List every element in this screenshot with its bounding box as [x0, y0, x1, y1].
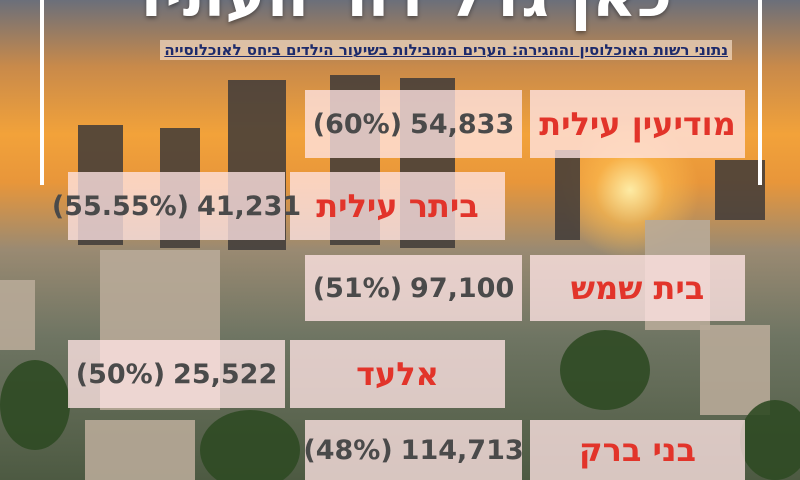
- frame-line: [758, 0, 762, 185]
- frame-line: [40, 0, 44, 185]
- building: [85, 420, 195, 480]
- share-text: (48%): [303, 434, 393, 466]
- building: [0, 280, 35, 350]
- value-box: (50%) 25,522: [68, 340, 285, 408]
- building: [715, 160, 765, 220]
- subtitle: נתוני רשות האוכלוסין וההגירה: הערים המוב…: [160, 40, 732, 60]
- share-text: (60%): [312, 108, 403, 140]
- city-box: אלעד: [290, 340, 505, 408]
- value-box: (51%) 97,100: [305, 255, 522, 321]
- city-box: ביתר עילית: [290, 172, 505, 240]
- population-text: 97,100: [410, 272, 515, 304]
- value-box: (55.55%) 41,231: [52, 172, 301, 240]
- share-text: (51%): [312, 272, 403, 304]
- value-box: (48%) 114,713: [303, 420, 524, 480]
- title: כאן גדל דור העתיד: [0, 0, 800, 31]
- value-box: (60%) 54,833: [305, 90, 522, 158]
- building: [555, 150, 580, 240]
- tree: [560, 330, 650, 410]
- population-text: 114,713: [400, 434, 524, 466]
- population-text: 54,833: [410, 108, 515, 140]
- tree: [0, 360, 70, 450]
- population-text: 25,522: [173, 358, 278, 390]
- tree: [740, 400, 800, 480]
- tree: [200, 410, 300, 480]
- share-text: (50%): [75, 358, 166, 390]
- city-box: בני ברק: [530, 420, 745, 480]
- population-text: 41,231: [196, 190, 302, 222]
- share-text: (55.55%): [51, 190, 189, 222]
- building: [700, 325, 770, 415]
- city-box: מודיעין עילית: [530, 90, 745, 158]
- city-box: בית שמש: [530, 255, 745, 321]
